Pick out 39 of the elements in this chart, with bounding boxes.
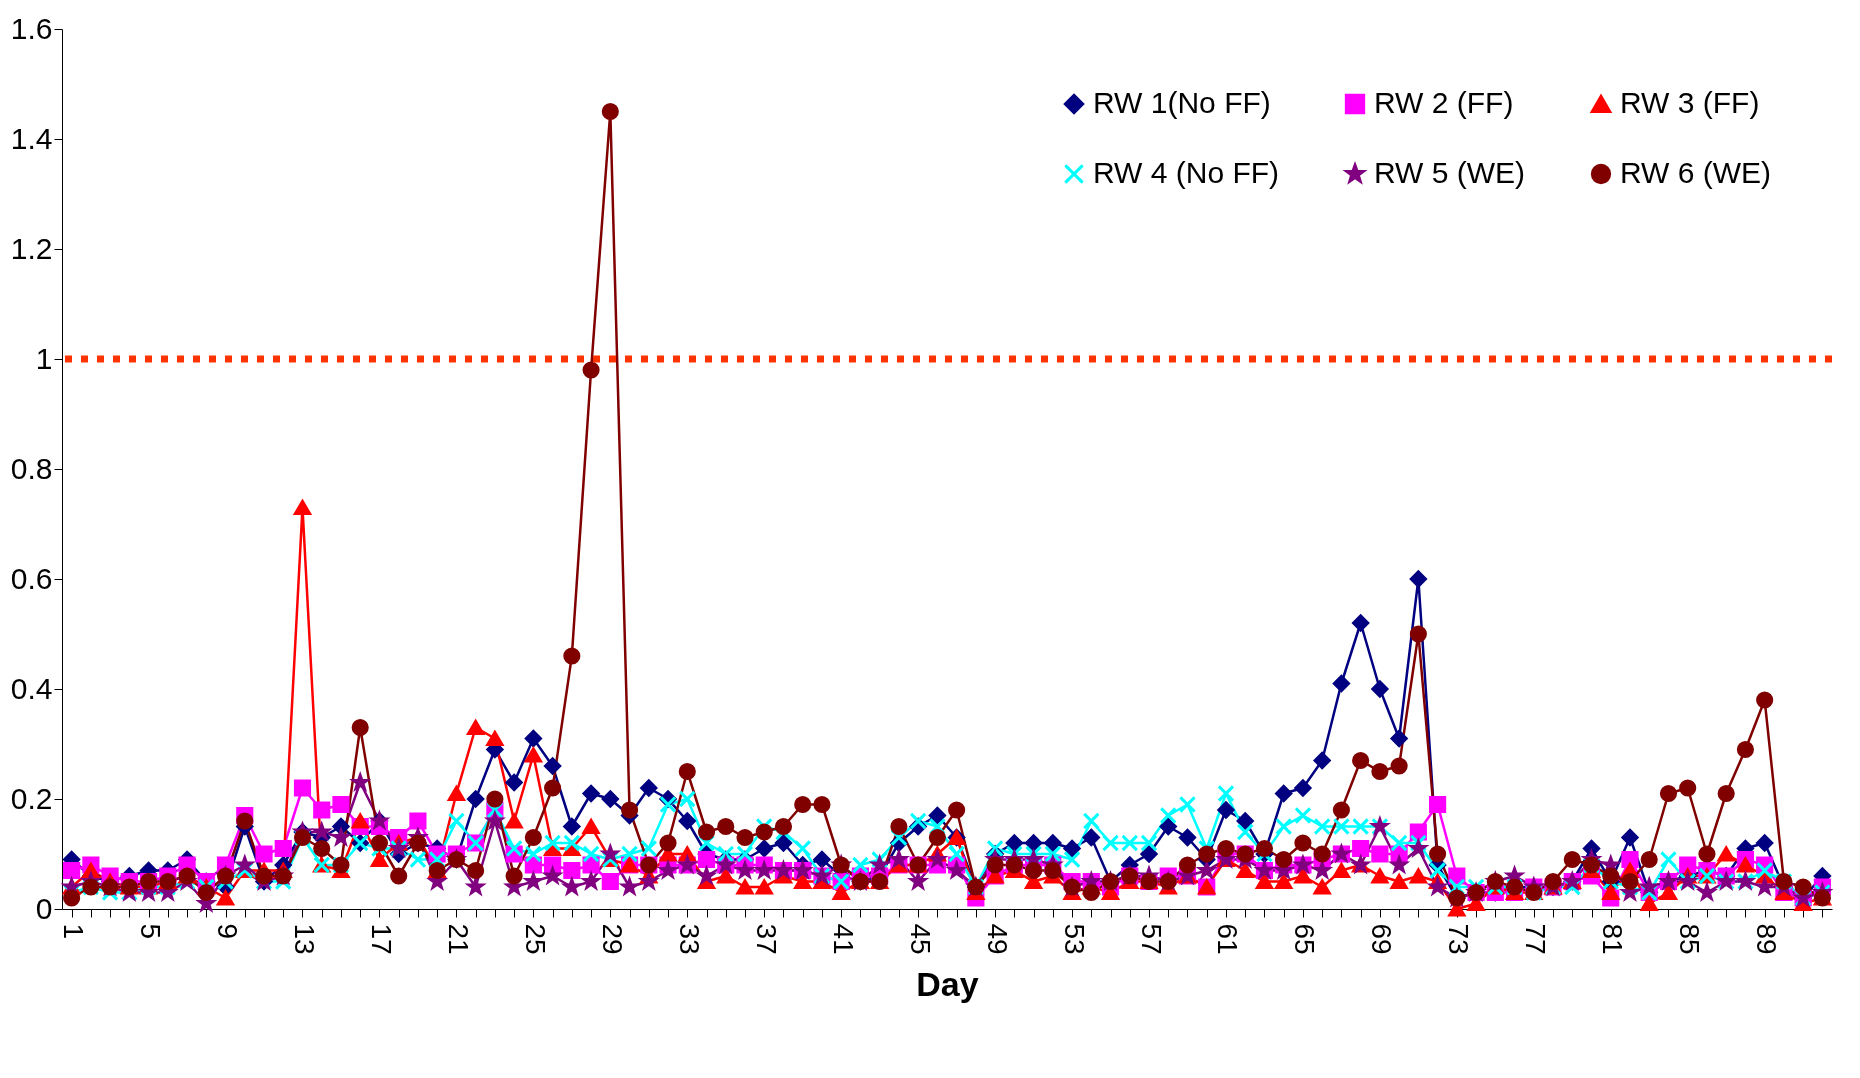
legend-label: RW 6 (WE) [1620, 156, 1772, 189]
x-tick-label: 85 [1674, 923, 1706, 955]
y-tick-label: 0.2 [10, 781, 53, 815]
y-tick-label: 1.2 [10, 231, 53, 265]
x-tick-label: 69 [1366, 923, 1398, 955]
y-tick-label: 1 [35, 341, 53, 375]
y-tick-label: 1.6 [10, 11, 53, 45]
x-tick-label: 49 [981, 923, 1013, 955]
x-tick-label: 37 [750, 923, 782, 955]
x-tick-label: 81 [1597, 923, 1629, 955]
x-tick-label: 29 [596, 923, 628, 955]
y-tick-label: 0.6 [10, 561, 53, 595]
legend-label: RW 5 (WE) [1374, 156, 1526, 189]
x-tick-label: 21 [442, 923, 474, 955]
legend-label: RW 3 (FF) [1620, 86, 1760, 119]
x-tick-label: 13 [288, 923, 320, 955]
x-tick-label: 5 [135, 923, 167, 940]
x-tick-label: 45 [904, 923, 936, 955]
x-tick-label: 73 [1443, 923, 1475, 955]
y-tick-label: 1.4 [10, 121, 53, 155]
x-axis-title: Day [916, 964, 979, 1003]
x-tick-label: 41 [827, 923, 859, 955]
legend-label: RW 1(No FF) [1093, 86, 1271, 119]
x-tick-label: 65 [1289, 923, 1321, 955]
x-tick-label: 1 [58, 923, 90, 940]
x-tick-label: 89 [1751, 923, 1783, 955]
y-tick-label: 0 [35, 891, 53, 925]
x-tick-label: 9 [212, 923, 244, 940]
x-tick-label: 17 [365, 923, 397, 955]
x-tick-label: 61 [1212, 923, 1244, 955]
x-tick-label: 53 [1058, 923, 1090, 955]
legend-label: RW 4 (No FF) [1093, 156, 1280, 189]
x-tick-label: 25 [519, 923, 551, 955]
y-tick-label: 0.8 [10, 451, 53, 485]
x-tick-label: 57 [1135, 923, 1167, 955]
y-tick-label: 0.4 [10, 671, 53, 705]
x-tick-label: 77 [1520, 923, 1552, 955]
legend-label: RW 2 (FF) [1374, 86, 1514, 119]
x-tick-label: 33 [673, 923, 705, 955]
